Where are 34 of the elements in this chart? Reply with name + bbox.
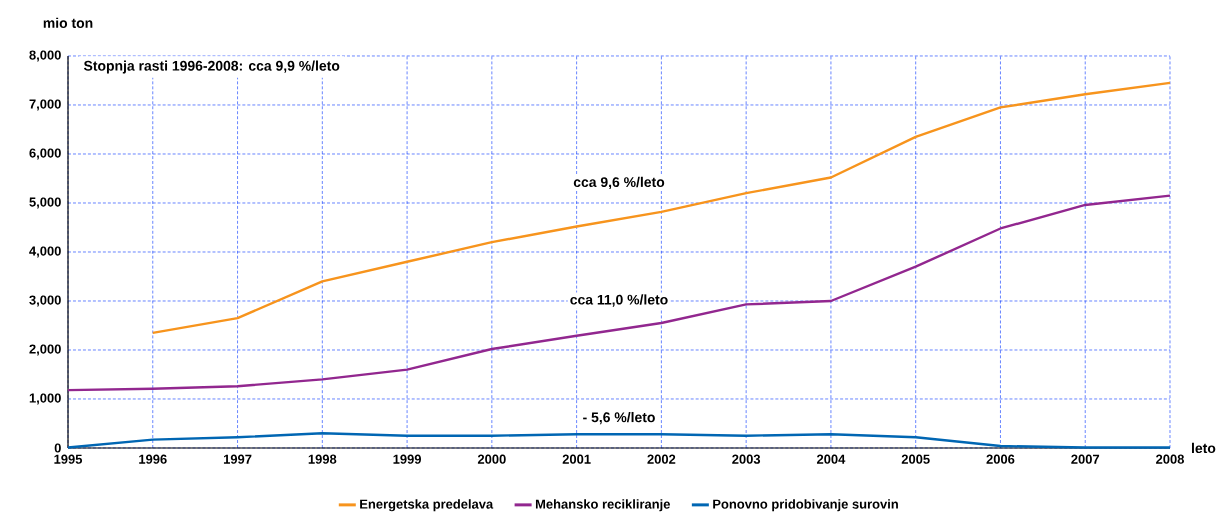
y-tick-label: 4,000	[29, 246, 61, 258]
y-tick-label: 7,000	[29, 99, 61, 111]
x-axis-title: leto	[1192, 442, 1216, 454]
x-tick-label: 2007	[1071, 454, 1100, 464]
x-tick-label: 2004	[816, 454, 846, 464]
y-tick-label: 8,000	[29, 50, 61, 62]
chart-title: Stopnja rasti 1996-2008: cca 9,9 %/leto	[83, 60, 340, 74]
x-tick-label: 2001	[562, 454, 591, 464]
legend-label: Energetska predelava	[360, 499, 494, 512]
legend-label: Ponovno pridobivanje surovin	[713, 499, 898, 512]
legend-label: Mehansko recikliranje	[535, 499, 670, 512]
y-axis-title: mio ton	[43, 17, 93, 28]
x-tick-label: 2006	[986, 454, 1015, 464]
annotation: - 5,6 %/leto	[583, 411, 655, 425]
x-tick-label: 1996	[139, 454, 167, 464]
x-tick-label: 1995	[54, 454, 83, 464]
y-tick-label: 0	[54, 443, 61, 453]
x-tick-label: 2005	[901, 454, 930, 464]
annotation: cca 11,0 %/leto	[570, 294, 668, 307]
y-tick-label: 6,000	[29, 148, 61, 160]
y-tick-label: 2,000	[29, 344, 61, 356]
line-series	[66, 194, 1172, 392]
x-tick-label: 2000	[477, 454, 506, 464]
x-tick-label: 1998	[308, 454, 337, 464]
x-tick-label: 2008	[1156, 454, 1185, 464]
x-tick-label: 1997	[223, 454, 252, 464]
y-tick-label: 1,000	[29, 393, 61, 405]
x-tick-label: 2003	[732, 454, 761, 464]
annotation: cca 9,6 %/leto	[573, 176, 665, 190]
x-tick-label: 1999	[393, 454, 421, 464]
x-tick-label: 2002	[647, 454, 676, 464]
y-tick-label: 5,000	[29, 197, 61, 209]
line-series	[151, 81, 1172, 335]
y-tick-label: 3,000	[29, 295, 61, 307]
